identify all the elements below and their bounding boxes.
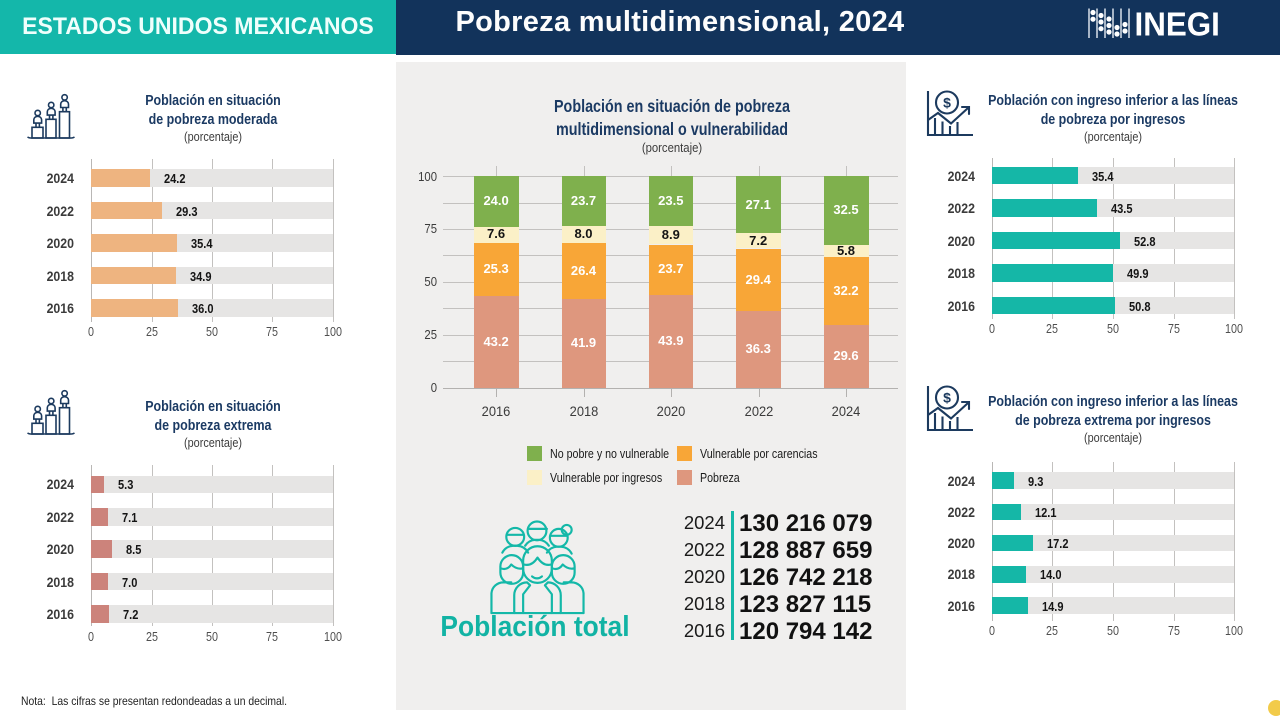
svg-text:INEGI: INEGI: [1135, 7, 1220, 40]
svg-text:$: $: [943, 390, 951, 406]
svg-text:$: $: [943, 95, 951, 111]
